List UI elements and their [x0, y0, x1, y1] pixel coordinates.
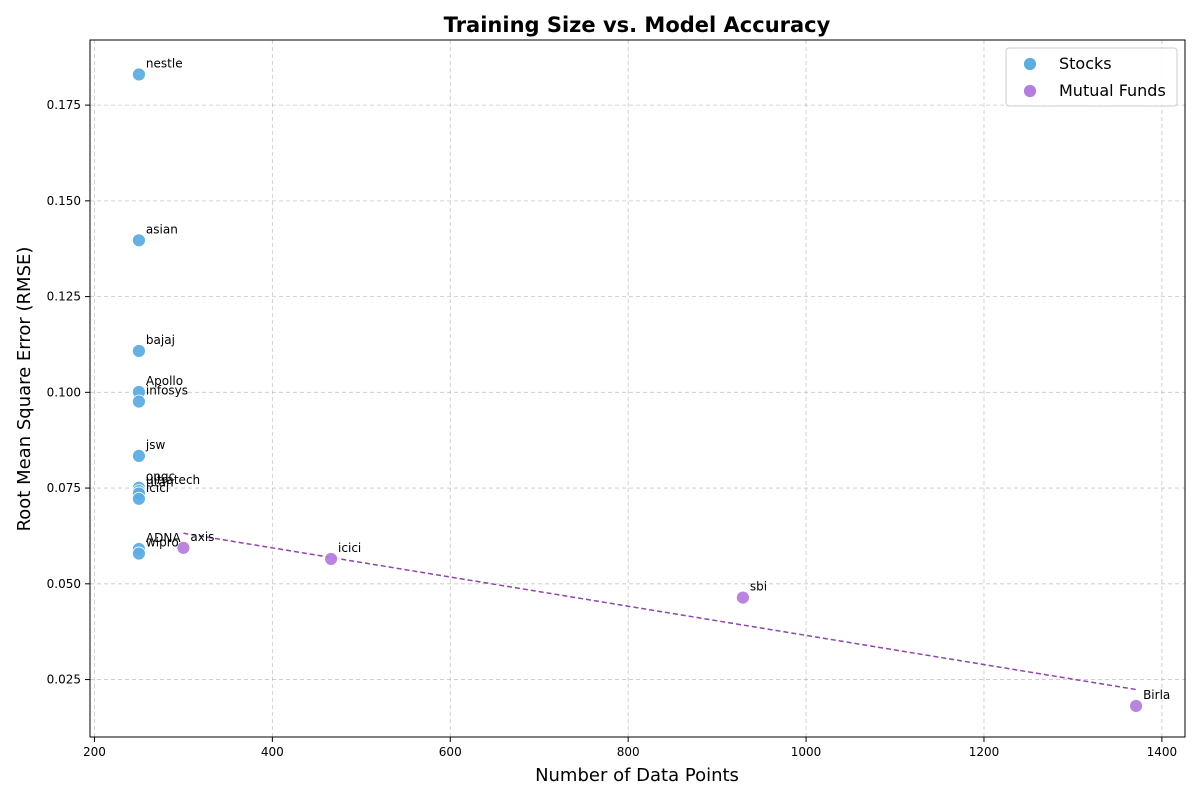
- data-point: [324, 552, 338, 566]
- legend-marker-stocks: [1023, 57, 1037, 71]
- legend-label-mutual-funds: Mutual Funds: [1059, 81, 1166, 100]
- trendline-group: [183, 532, 1137, 691]
- data-point: [1129, 699, 1143, 713]
- data-point: [132, 491, 146, 506]
- point-label: asian: [146, 222, 178, 236]
- legend-box: [1005, 47, 1178, 107]
- y-tick-label: 0.100: [47, 385, 81, 399]
- trendline: [183, 532, 1137, 691]
- legend-label-stocks: Stocks: [1059, 54, 1112, 73]
- y-tick-label: 0.025: [47, 673, 81, 687]
- data-point: [132, 233, 146, 248]
- data-point: [736, 590, 750, 605]
- point-label: jsw: [145, 438, 166, 452]
- x-tick-label: 400: [261, 745, 284, 759]
- chart-title: Training Size vs. Model Accuracy: [444, 13, 831, 37]
- data-point: [132, 546, 146, 561]
- x-tick-label: 1200: [969, 745, 1000, 759]
- point-label: icici: [146, 481, 169, 495]
- point-label: bajaj: [146, 333, 175, 347]
- plot-area-frame: [89, 39, 1186, 738]
- grid-lines: [90, 40, 1185, 737]
- x-tick-label: 200: [83, 745, 106, 759]
- point-label: icici: [338, 541, 361, 555]
- y-tick-label: 0.125: [47, 290, 81, 304]
- point-label: sbi: [750, 580, 767, 594]
- legend: Stocks Mutual Funds: [1005, 47, 1178, 107]
- y-tick-label: 0.150: [47, 194, 81, 208]
- point-label: nestle: [146, 56, 183, 70]
- point-label: ongc: [146, 470, 175, 484]
- y-axis-label: Root Mean Square Error (RMSE): [14, 247, 35, 532]
- y-tick-label: 0.050: [47, 577, 81, 591]
- x-tick-label: 1000: [791, 745, 822, 759]
- data-point: [132, 449, 146, 463]
- x-tick-label: 600: [439, 745, 462, 759]
- data-point: [132, 394, 146, 409]
- point-label: wipro: [146, 536, 179, 550]
- data-points: [132, 67, 1143, 713]
- point-label: Apollo: [146, 374, 183, 388]
- point-label: infosys: [146, 384, 188, 398]
- point-label: axis: [190, 530, 214, 544]
- legend-marker-mutual-funds: [1023, 84, 1037, 98]
- x-tick-label: 1400: [1147, 745, 1178, 759]
- data-point: [132, 344, 146, 358]
- y-axis-ticks: 0.025 0.050 0.075 0.100 0.125 0.150 0.175: [47, 98, 90, 687]
- data-point: [132, 67, 146, 82]
- y-tick-label: 0.075: [47, 481, 81, 495]
- data-point: [176, 540, 191, 555]
- y-tick-label: 0.175: [47, 98, 81, 112]
- point-label: Birla: [1143, 688, 1170, 702]
- point-label: titan: [146, 475, 174, 489]
- x-axis-ticks: 200 400 600 800 1000 1200 1400: [83, 737, 1177, 759]
- x-axis-label: Number of Data Points: [535, 765, 739, 786]
- point-label: ultratech: [146, 473, 200, 487]
- x-tick-label: 800: [617, 745, 640, 759]
- point-label: ADNA: [146, 531, 181, 545]
